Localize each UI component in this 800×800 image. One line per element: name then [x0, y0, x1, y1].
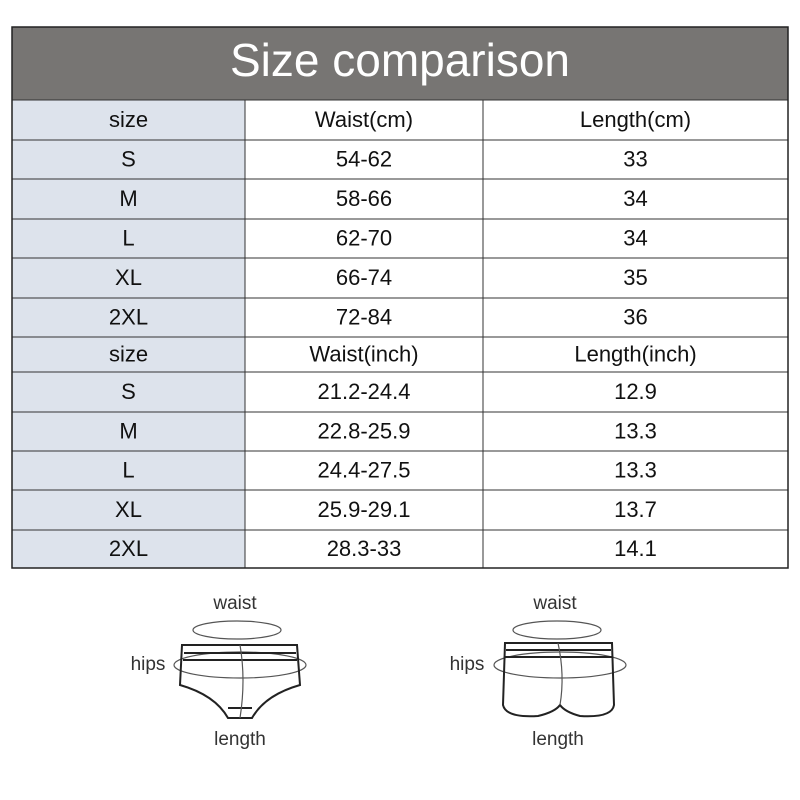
column-header: Length(cm): [580, 107, 691, 132]
cell-text: 54-62: [336, 146, 392, 171]
boxers-outline: [501, 642, 616, 718]
waist-ring: [192, 620, 282, 640]
table-cell: [244, 297, 484, 338]
cell-text: 22.8-25.9: [318, 418, 411, 443]
table-cell: [11, 218, 246, 259]
boxers-bands: [505, 649, 612, 658]
title: Size comparison: [230, 34, 570, 86]
cell-text: 34: [623, 186, 647, 211]
table-cell: [482, 218, 789, 259]
column-header: Waist(inch): [309, 341, 418, 366]
table-cell: [11, 257, 246, 299]
table-cell: [482, 139, 789, 180]
cell-text: 13.3: [614, 457, 657, 482]
table-cell: [482, 336, 789, 373]
cell-text: S: [121, 146, 136, 171]
table-cell: [244, 139, 484, 180]
cell-text: L: [122, 225, 134, 250]
table-cell: [11, 178, 246, 220]
cell-text: XL: [115, 265, 142, 290]
hips-label: hips: [131, 654, 166, 675]
cell-text: 62-70: [336, 225, 392, 250]
table-cell: [244, 371, 484, 413]
column-header: size: [109, 107, 148, 132]
table-cell: [244, 178, 484, 220]
table-cell: [11, 489, 246, 531]
briefs-bands: [183, 652, 297, 709]
cell-text: L: [122, 457, 134, 482]
length-line: [239, 644, 244, 719]
cell-text: M: [119, 418, 137, 443]
cell-text: M: [119, 186, 137, 211]
cell-text: 2XL: [109, 304, 148, 329]
waist-label: waist: [212, 593, 257, 614]
column-header: size: [109, 341, 148, 366]
column-header: Waist(cm): [315, 107, 413, 132]
table-cell: [482, 450, 789, 491]
cell-text: 36: [623, 304, 647, 329]
cell-text: 34: [623, 225, 647, 250]
cell-text: 28.3-33: [327, 536, 402, 561]
cell-text: 66-74: [336, 265, 392, 290]
cell-text: 21.2-24.4: [318, 379, 411, 404]
table-cell: [482, 297, 789, 338]
waist-ring: [512, 620, 602, 640]
waist-label: waist: [532, 593, 577, 614]
table-cell: [482, 489, 789, 531]
diagram-boxers: waist hips length: [450, 593, 627, 750]
length-label: length: [214, 729, 266, 750]
cell-text: 33: [623, 146, 647, 171]
table-cell: [482, 529, 789, 569]
table-cell: [11, 529, 246, 569]
hips-label: hips: [450, 654, 485, 675]
length-label: length: [532, 729, 584, 750]
table-cell: [11, 139, 246, 180]
table-cell: [244, 529, 484, 569]
table-border: [11, 26, 789, 569]
column-header: Length(inch): [574, 341, 696, 366]
cell-text: 2XL: [109, 536, 148, 561]
table-cell: [11, 450, 246, 491]
length-line: [557, 642, 563, 706]
cell-text: 58-66: [336, 186, 392, 211]
cell-text: 12.9: [614, 379, 657, 404]
table-cell: [244, 411, 484, 452]
cell-text: 24.4-27.5: [318, 457, 411, 482]
table-cell: [244, 257, 484, 299]
cell-text: S: [121, 379, 136, 404]
cell-text: 14.1: [614, 536, 657, 561]
table-cell: [482, 371, 789, 413]
table-cell: [244, 489, 484, 531]
cell-text: 13.3: [614, 418, 657, 443]
title-band: [12, 27, 788, 100]
cell-text: 72-84: [336, 304, 392, 329]
table-cell: [244, 218, 484, 259]
table-cell: [482, 411, 789, 452]
size-table: size Waist(cm) Length(cm) S 54-62 33 M 58-66 34 L…: [11, 26, 789, 569]
briefs-outline: [178, 644, 302, 719]
cell-text: 13.7: [614, 497, 657, 522]
cell-text: 35: [623, 265, 647, 290]
cell-text: 25.9-29.1: [318, 497, 411, 522]
cell-text: XL: [115, 497, 142, 522]
diagram-briefs: waist hips length: [131, 593, 307, 750]
